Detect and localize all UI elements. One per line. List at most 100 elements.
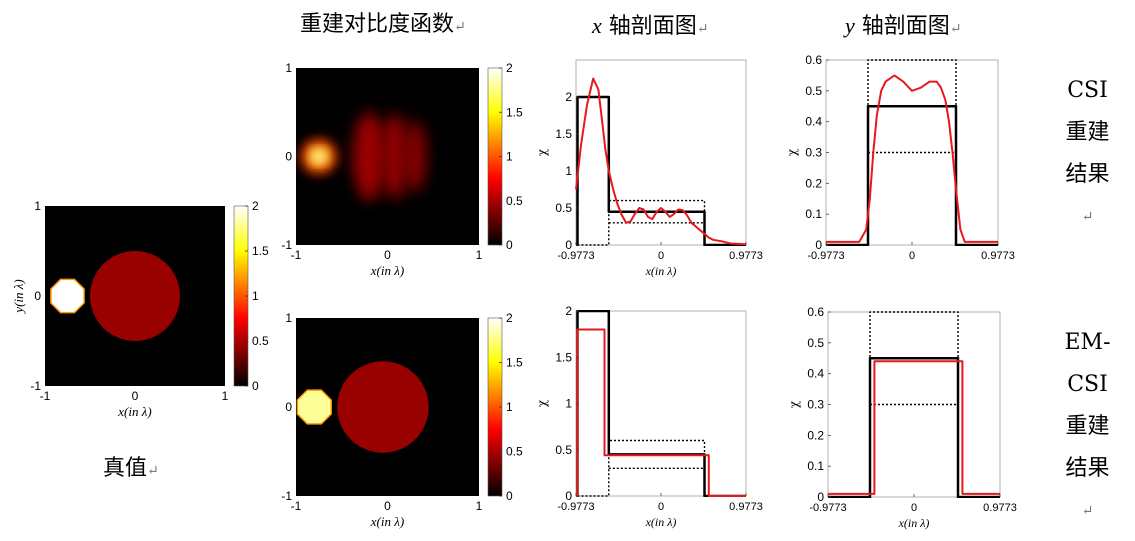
true-value-map-ytick-0: -1 [30,379,41,393]
emcsi-contrast-map-xlabel: x(in λ) [370,514,404,529]
emcsi-x-profile-ytick-4: 2 [565,304,572,318]
truth-caption: 真值↵ [103,456,159,481]
csi-y-profile-ytick-2: 0.2 [805,176,822,190]
csi-x-profile-xtick-0: -0.9773 [557,250,594,262]
csi-y-profile-xtick-2: 0.9773 [981,250,1015,262]
csi-contrast-map-colorbar-tick-2: 1 [506,150,513,164]
emcsi-contrast-map-ytick-1: 0 [285,400,292,414]
emcsi-x-profile-ylabel: χ [535,399,549,407]
emcsi-contrast-map-colorbar-tick-0: 0 [506,489,513,503]
emcsi-x-profile-xlabel: x(in λ) [645,515,677,529]
csi-contrast-map-xtick-2: 1 [476,248,483,262]
csi-contrast-map-object-1 [352,112,386,201]
emcsi-y-profile-series-truth [828,357,1000,498]
header-y-profile: y 轴剖面图↵ [845,13,962,39]
true-value-map-object-1 [90,251,180,341]
emcsi-contrast-map-objects [296,361,429,453]
emcsi-y-profile-ytick-1: 0.1 [807,459,824,473]
csi-y-profile-ytick-1: 0.1 [805,207,822,221]
true-value-map-colorbar-tick-0: 0 [252,379,259,393]
csi-y-profile-plot [826,59,998,246]
emcsi-x-profile-ytick-0: 0 [565,489,572,503]
true-value-map-colorbar-tick-3: 1.5 [252,244,269,258]
emcsi-contrast-map-xtick-1: 0 [384,499,391,513]
emcsi-y-profile-ytick-0: 0 [817,490,824,504]
header-contrast: 重建对比度函数↵ [300,12,466,37]
csi-contrast-map-objects [300,112,427,201]
emcsi-contrast-map-object-1 [337,361,429,453]
emcsi-x-profile-ytick-2: 1 [565,397,572,411]
emcsi-contrast-map-object-0 [296,389,332,425]
csi-x-profile-xtick-2: 0.9773 [729,250,763,262]
csi-x-profile-series-reconstruction [575,77,747,246]
csi-contrast-map-ytick-1: 0 [285,150,292,164]
true-value-map-colorbar-tick-2: 1 [252,289,259,303]
true-value-map-object-0 [50,278,85,314]
emcsi-contrast-map-colorbar-tick-4: 2 [506,311,513,325]
true-value-map-ytick-2: 1 [34,199,41,213]
csi-x-profile-series-upper-bound [577,199,706,246]
csi-y-profile-ylabel: χ [785,148,799,156]
csi-x-profile-ylabel: χ [535,148,549,156]
csi-x-profile-ytick-3: 1.5 [555,127,572,141]
emcsi-y-profile-series-reconstruction [828,360,1000,495]
csi-x-profile-plot [575,77,747,246]
emcsi-x-profile-plot [576,310,746,497]
csi-contrast-map-xlabel: x(in λ) [370,263,404,278]
csi-x-profile-ytick-1: 0.5 [555,201,572,215]
emcsi-x-profile-ytick-1: 0.5 [555,443,572,457]
true-value-map-ytick-1: 0 [34,289,41,303]
csi-y-profile-ytick-3: 0.3 [805,146,822,160]
csi-contrast-map-xtick-1: 0 [384,248,391,262]
emcsi-y-profile-ytick-4: 0.4 [807,367,824,381]
true-value-map-xtick-1: 0 [132,389,139,403]
csi-contrast-map-colorbar-tick-0: 0 [506,238,513,252]
csi-x-profile-xlabel: x(in λ) [645,264,677,278]
csi-y-profile-ytick-6: 0.6 [805,53,822,67]
emcsi-x-profile-ytick-3: 1.5 [555,350,572,364]
true-value-map-xtick-2: 1 [222,389,229,403]
csi-contrast-map-colorbar-tick-1: 0.5 [506,194,523,208]
emcsi-x-profile-xtick-2: 0.9773 [729,501,763,513]
csi-contrast-map-ytick-2: 1 [285,61,292,75]
csi-contrast-map-ytick-0: -1 [281,238,292,252]
emcsi-y-profile-ylabel: χ [787,400,801,408]
true-value-map-ylabel: y(in λ) [11,279,26,314]
emcsi-y-profile-xtick-0: -0.9773 [809,502,846,514]
true-value-map-group: -1 0 1 -1 0 1 x(in λ) y(in λ) 0 0.5 1 1.5 2 [11,199,269,419]
csi-contrast-map-object-2 [381,114,409,199]
true-value-map-colorbar-tick-1: 0.5 [252,334,269,348]
row-label-csi: CSI 重建 结果 ↵ [1065,78,1110,225]
csi-x-profile-ytick-2: 1 [565,164,572,178]
emcsi-contrast-map-colorbar-tick-2: 1 [506,400,513,414]
emcsi-y-profile-ytick-3: 0.3 [807,398,824,412]
csi-y-profile-series-reconstruction [826,74,998,243]
csi-contrast-map-colorbar-tick-3: 1.5 [506,105,523,119]
csi-y-profile-series-truth [826,105,998,246]
csi-y-profile-ytick-4: 0.4 [805,115,822,129]
csi-x-profile-ytick-4: 2 [565,90,572,104]
emcsi-x-profile-xtick-1: 0 [658,501,664,513]
emcsi-y-profile-xtick-1: 0 [911,502,917,514]
emcsi-y-profile-ytick-5: 0.5 [807,336,824,350]
csi-contrast-map-object-0 [312,150,326,163]
emcsi-x-profile-xtick-0: -0.9773 [557,501,594,513]
true-value-map-objects [50,251,180,341]
emcsi-y-profile-xlabel: x(in λ) [898,516,930,530]
emcsi-y-profile-xtick-2: 0.9773 [983,502,1017,514]
emcsi-contrast-map-colorbar-tick-1: 0.5 [506,445,523,459]
csi-y-profile-ytick-0: 0 [815,238,822,252]
csi-y-profile-xtick-1: 0 [909,250,915,262]
emcsi-contrast-map-xtick-2: 1 [476,499,483,513]
emcsi-x-profile-series-reconstruction [576,328,746,497]
true-value-map-xtick-0: -1 [40,389,51,403]
emcsi-y-profile-ytick-6: 0.6 [807,305,824,319]
emcsi-contrast-map-xtick-0: -1 [291,499,302,513]
csi-contrast-map-xtick-0: -1 [291,248,302,262]
emcsi-y-profile-ytick-2: 0.2 [807,428,824,442]
